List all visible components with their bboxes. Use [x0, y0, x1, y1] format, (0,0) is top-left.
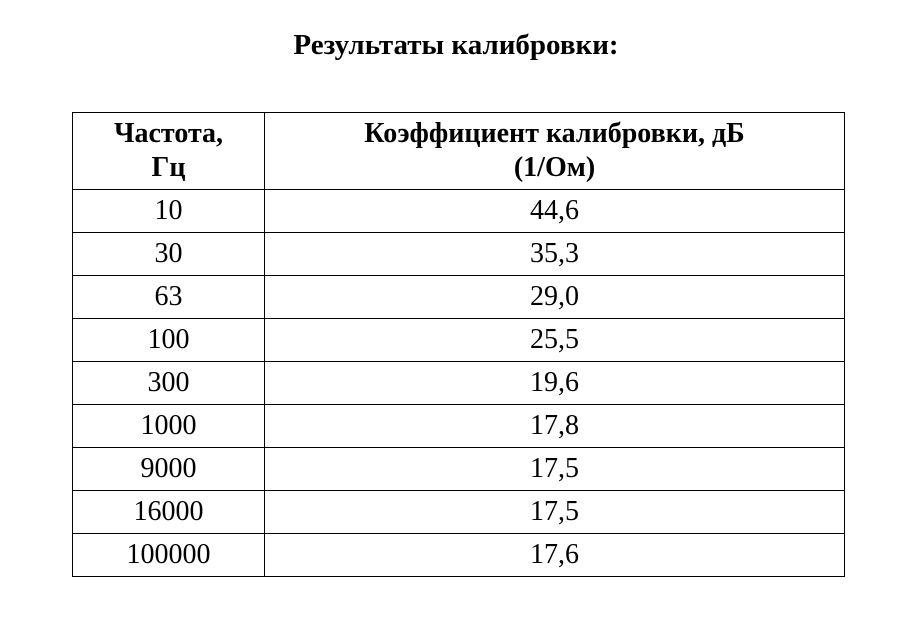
cell-coefficient: 35,3: [264, 232, 845, 276]
table-row: 1000 17,8: [72, 404, 845, 448]
table-row: 100000 17,6: [72, 533, 845, 577]
cell-frequency: 9000: [72, 447, 265, 491]
header-frequency: Частота, Гц: [72, 112, 265, 190]
cell-coefficient: 17,5: [264, 490, 845, 534]
header-coefficient-line1: Коэффициент калибровки, дБ: [364, 118, 745, 149]
cell-frequency: 300: [72, 361, 265, 405]
table-header-row: Частота, Гц Коэффициент калибровки, дБ (…: [72, 112, 845, 190]
cell-frequency: 100: [72, 318, 265, 362]
table-row: 10 44,6: [72, 189, 845, 233]
cell-frequency: 1000: [72, 404, 265, 448]
table-row: 30 35,3: [72, 232, 845, 276]
table-row: 63 29,0: [72, 275, 845, 319]
page-title: Результаты калибровки:: [293, 29, 619, 61]
cell-coefficient: 44,6: [264, 189, 845, 233]
cell-coefficient: 19,6: [264, 361, 845, 405]
header-frequency-line2: Гц: [151, 152, 186, 183]
header-coefficient-line2: (1/Ом): [513, 152, 596, 183]
table-row: 9000 17,5: [72, 447, 845, 491]
table-row: 16000 17,5: [72, 490, 845, 534]
cell-coefficient: 17,8: [264, 404, 845, 448]
header-frequency-line1: Частота,: [113, 118, 224, 149]
calibration-table: Частота, Гц Коэффициент калибровки, дБ (…: [72, 112, 845, 577]
cell-frequency: 100000: [72, 533, 265, 577]
table-row: 100 25,5: [72, 318, 845, 362]
cell-coefficient: 29,0: [264, 275, 845, 319]
cell-frequency: 30: [72, 232, 265, 276]
cell-coefficient: 25,5: [264, 318, 845, 362]
cell-frequency: 10: [72, 189, 265, 233]
cell-coefficient: 17,5: [264, 447, 845, 491]
cell-frequency: 63: [72, 275, 265, 319]
header-coefficient: Коэффициент калибровки, дБ (1/Ом): [264, 112, 845, 190]
cell-coefficient: 17,6: [264, 533, 845, 577]
table-row: 300 19,6: [72, 361, 845, 405]
cell-frequency: 16000: [72, 490, 265, 534]
